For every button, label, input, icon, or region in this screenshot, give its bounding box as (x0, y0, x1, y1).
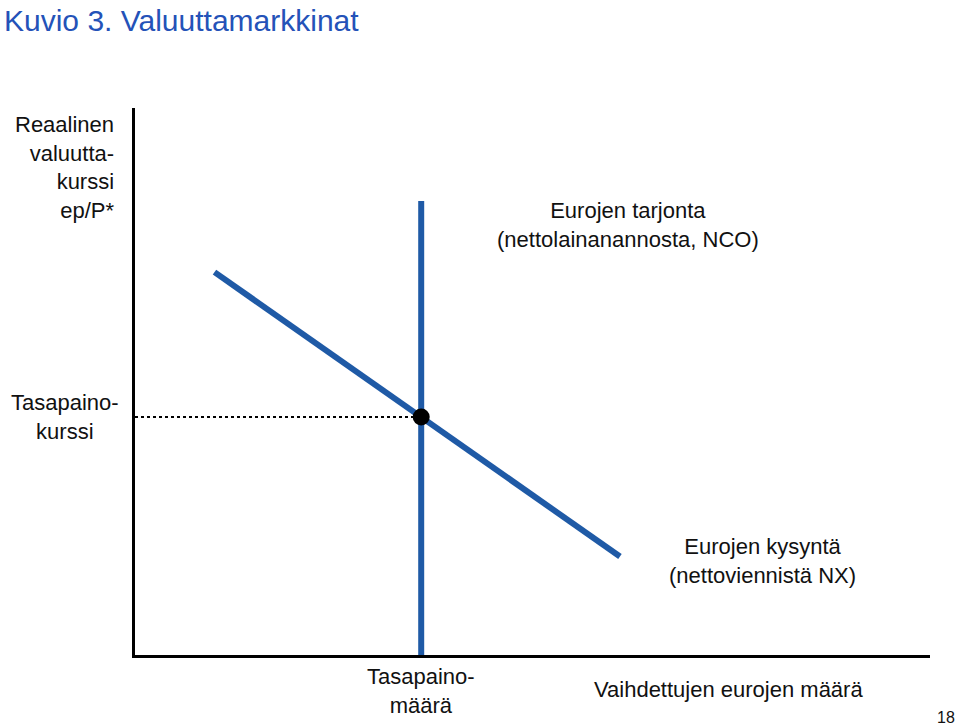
svg-text:Vaihdettujen eurojen määrä: Vaihdettujen eurojen määrä (594, 677, 863, 702)
svg-text:Eurojen tarjonta(nettolainanan: Eurojen tarjonta(nettolainanannosta, NCO… (497, 198, 759, 252)
svg-text:Eurojen kysyntä(nettoviennistä: Eurojen kysyntä(nettoviennistä NX) (669, 534, 856, 588)
svg-text:Tasapaino-määrä: Tasapaino-määrä (367, 664, 475, 718)
svg-text:Reaalinenvaluutta-kurssiep/P*: Reaalinenvaluutta-kurssiep/P* (15, 112, 115, 223)
svg-text:Tasapaino-kurssi: Tasapaino-kurssi (11, 390, 119, 444)
svg-text:Kuvio 3. Valuuttamarkkinat: Kuvio 3. Valuuttamarkkinat (4, 4, 359, 37)
svg-text:18: 18 (937, 709, 955, 726)
